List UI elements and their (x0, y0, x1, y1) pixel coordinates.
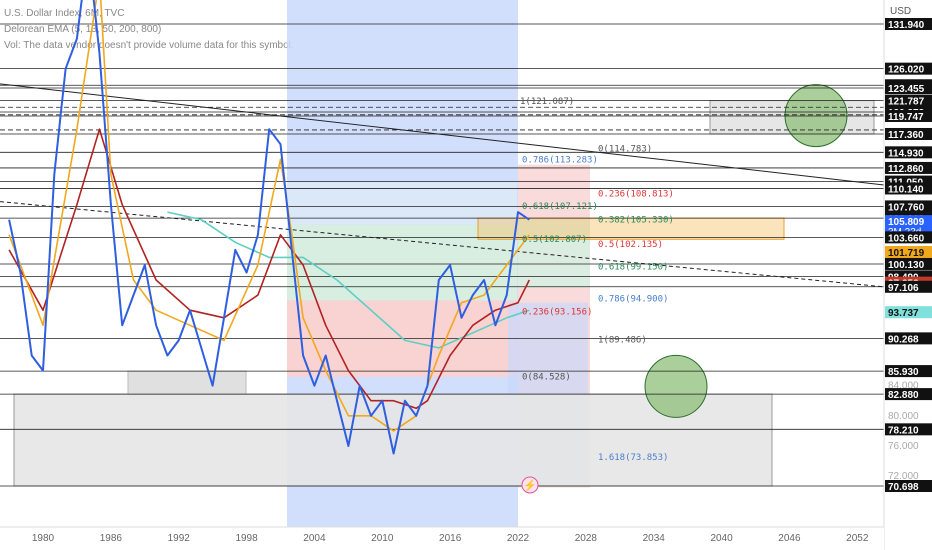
fib-label: 0.5(102.135) (598, 240, 663, 250)
chart-series-layer (8, 0, 531, 455)
fib-label: 0(84.528) (522, 373, 571, 383)
time-axis-tick: 1992 (168, 533, 191, 544)
fib-label: 0.786(113.283) (522, 156, 598, 166)
price-label-box (885, 200, 932, 213)
price-label-box (885, 423, 932, 436)
fib-label: 0.618(107.121) (522, 202, 598, 212)
price-axis-tick: 76.000 (888, 441, 919, 452)
fib-label: 1.618(73.853) (598, 453, 668, 463)
price-label-box (885, 332, 932, 345)
chart-legend-ema: Delorean EMA (5, 13, 50, 200, 800) (4, 24, 162, 35)
price-label: 101.719 (888, 248, 925, 259)
time-axis-tick: 2010 (371, 533, 394, 544)
price-label-box (885, 127, 932, 140)
price-label: 70.698 (888, 482, 919, 493)
time-axis-tick: 2004 (303, 533, 326, 544)
fib-label: 0(114.783) (598, 144, 652, 154)
series-line-price (8, 0, 530, 455)
time-axis-tick: 2022 (507, 533, 530, 544)
time-axis-tick: 2028 (575, 533, 598, 544)
time-axis-tick: 1980 (32, 533, 55, 544)
price-label-box (885, 82, 932, 95)
chart-background-layer (0, 0, 885, 550)
price-label: 78.210 (888, 425, 919, 436)
price-label: 114.930 (888, 148, 924, 159)
price-label: 97.106 (888, 283, 919, 294)
price-label-box (885, 161, 932, 174)
price-label-box (885, 146, 932, 159)
time-axis-tick: 2052 (846, 533, 869, 544)
price-label-box (885, 94, 932, 107)
price-label: 93.737 (888, 308, 919, 319)
price-label: 119.747 (888, 112, 924, 123)
series-line-ema_slow (167, 211, 530, 349)
lightning-icon (521, 476, 539, 494)
price-label-box (885, 257, 932, 270)
price-label-box (885, 306, 932, 319)
price-label: 105.809 (888, 217, 925, 228)
time-axis-tick: 1986 (100, 533, 123, 544)
price-label-box (885, 388, 932, 401)
price-label: 107.760 (888, 202, 925, 213)
support-box-small (127, 370, 247, 395)
price-label: 90.268 (888, 334, 919, 345)
fib-label: 0.5(102.807) (522, 235, 587, 245)
fib-label: 0.382(105.330) (598, 216, 674, 226)
time-axis-tick: 1998 (235, 533, 258, 544)
target-circle-lower (644, 354, 708, 418)
price-label-box (885, 18, 932, 30)
chart-legend-title: U.S. Dollar Index, 6M, TVC (4, 8, 125, 19)
price-label-box (885, 62, 932, 75)
trendline-down (0, 83, 885, 186)
price-label: 131.940 (888, 20, 925, 31)
fib-label: 0.236(93.156) (522, 308, 592, 318)
fib-label: 0.236(108.813) (598, 189, 674, 199)
price-label: 110.140 (888, 184, 924, 195)
price-label-box (885, 182, 932, 195)
fib-label: 1(121.087) (520, 97, 574, 107)
price-label: 121.787 (888, 97, 925, 108)
price-label-box (885, 109, 932, 122)
trendline-dashed (0, 201, 885, 288)
time-axis-tick: 2046 (778, 533, 801, 544)
price-label-box (885, 245, 932, 258)
price-label-box (885, 365, 932, 378)
time-axis-tick: 2040 (710, 533, 733, 544)
price-label: 112.860 (888, 164, 924, 175)
price-label: 126.020 (888, 65, 925, 76)
currency-label: USD (890, 6, 911, 17)
price-label: 100.130 (888, 260, 925, 271)
lightning-icon-glyph: ⚡ (523, 479, 537, 492)
price-label-box (885, 231, 932, 244)
price-label: 117.360 (888, 130, 924, 141)
fib-label: 1(89.486) (598, 335, 647, 345)
time-axis-background (0, 527, 884, 550)
time-axis-tick: 2016 (439, 533, 462, 544)
price-label: 82.880 (888, 390, 919, 401)
price-label: 103.660 (888, 233, 925, 244)
fib-label: 0.618(99.150) (598, 262, 668, 272)
price-axis-tick: 72.000 (888, 471, 919, 482)
price-label: 85.930 (888, 367, 919, 378)
series-line-ema_fast (8, 0, 530, 432)
fib-label: 0.786(94.900) (598, 294, 668, 304)
chart-legend-volume: Vol: The data vendor doesn't provide vol… (4, 40, 294, 51)
fib-label-layer: 1(121.087) 0(114.783)0.786(113.283) 0.236(… (520, 97, 674, 463)
price-axis-tick: 84.000 (888, 381, 919, 392)
price-label-box (885, 480, 932, 492)
time-axis-tick: 2034 (643, 533, 666, 544)
price-label: 123.455 (888, 84, 925, 95)
price-axis-tick: 80.000 (888, 411, 919, 422)
price-label-box (885, 280, 932, 293)
